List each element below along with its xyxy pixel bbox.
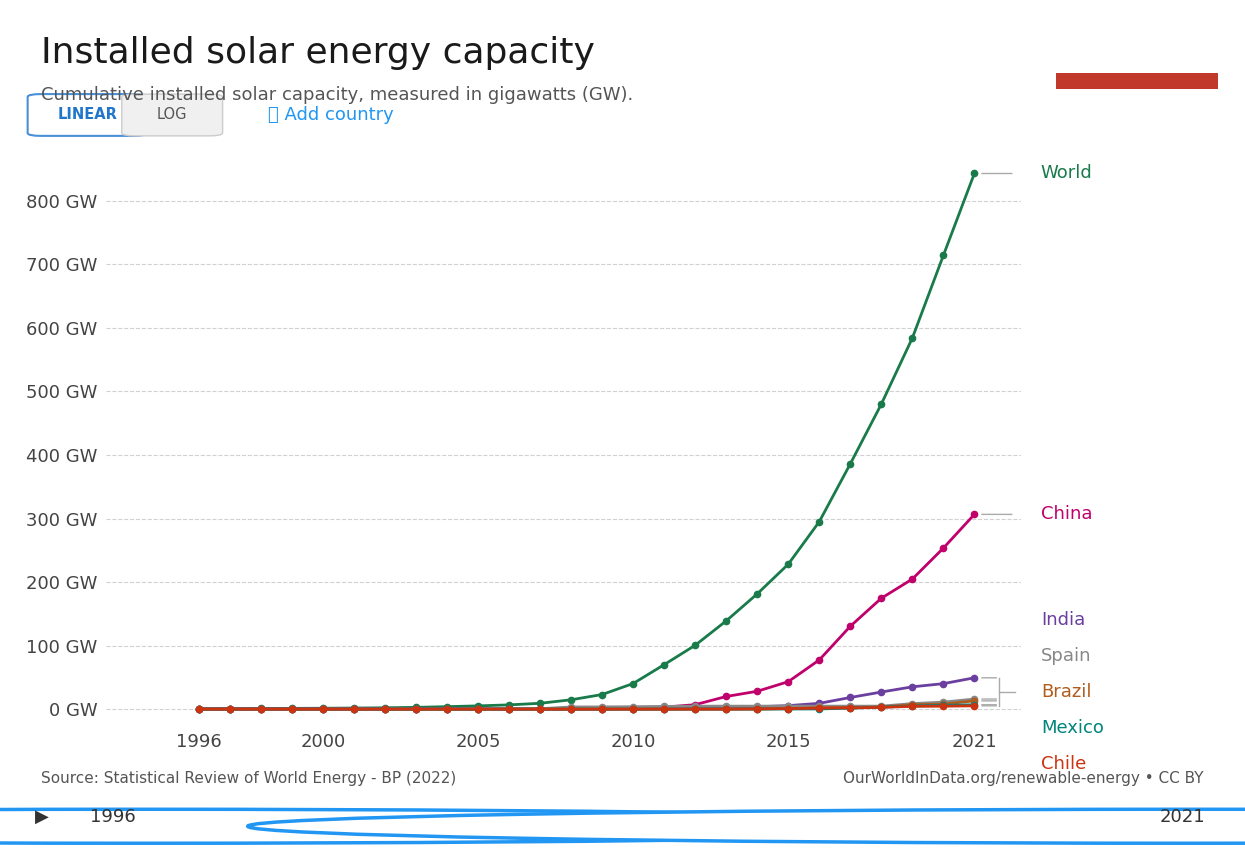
Text: 1996: 1996 [90, 808, 136, 825]
Text: Installed solar energy capacity: Installed solar energy capacity [41, 36, 595, 70]
Text: Mexico: Mexico [1041, 719, 1104, 737]
Text: Spain: Spain [1041, 647, 1092, 665]
Circle shape [0, 809, 1084, 843]
Text: Our World: Our World [1087, 25, 1186, 43]
Text: ➕ Add country: ➕ Add country [268, 106, 393, 124]
FancyBboxPatch shape [1056, 73, 1218, 89]
Text: LOG: LOG [157, 107, 188, 123]
FancyBboxPatch shape [122, 94, 223, 136]
FancyBboxPatch shape [27, 94, 147, 136]
Text: LINEAR: LINEAR [57, 107, 117, 123]
Text: Chile: Chile [1041, 755, 1086, 773]
Text: India: India [1041, 611, 1086, 629]
Text: 2021: 2021 [1159, 808, 1205, 825]
Circle shape [248, 809, 1245, 843]
Text: Cumulative installed solar capacity, measured in gigawatts (GW).: Cumulative installed solar capacity, mea… [41, 86, 634, 104]
Text: in Data: in Data [1102, 49, 1172, 67]
Text: ▶: ▶ [35, 808, 49, 825]
Text: Source: Statistical Review of World Energy - BP (2022): Source: Statistical Review of World Ener… [41, 770, 457, 786]
Text: World: World [1041, 165, 1093, 183]
Text: Brazil: Brazil [1041, 683, 1092, 701]
Text: China: China [1041, 505, 1092, 523]
Text: OurWorldInData.org/renewable-energy • CC BY: OurWorldInData.org/renewable-energy • CC… [843, 770, 1204, 786]
